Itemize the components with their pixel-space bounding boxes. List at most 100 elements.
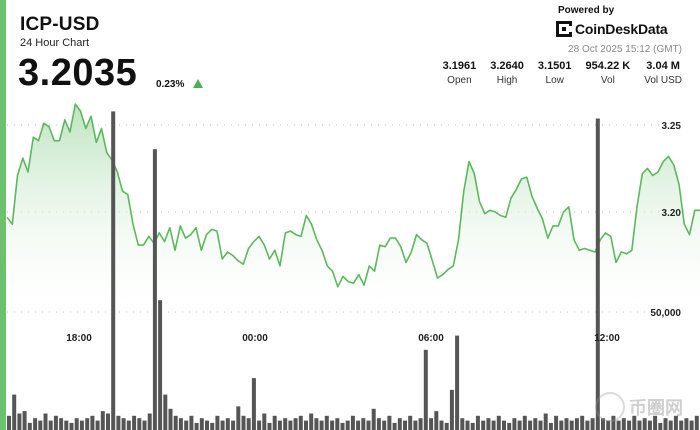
price-line [6,103,700,288]
volume-bar [225,418,230,430]
volume-bar [689,420,694,430]
volume-bar [100,411,105,430]
volume-bar [668,420,673,430]
volume-bar [632,415,637,430]
volume-bar [257,420,262,430]
brand-name: CoinDeskData [575,21,668,37]
volume-bar [590,418,595,430]
volume-bar [627,420,632,430]
accent-bar [0,0,6,430]
volume-bar [439,420,444,430]
volume-bar [580,415,585,430]
volume-bar [403,420,407,430]
volume-bar [69,422,74,430]
timestamp: 28 Oct 2025 15:12 (GMT) [568,44,682,55]
volume-bar [152,149,157,430]
volume-bar [434,411,439,430]
volume-bars-layer [7,111,699,430]
volume-bar [48,420,53,430]
stat-high: 3.2640 High [490,60,524,86]
volume-bar [132,415,137,430]
volume-bar [126,420,131,430]
volume-bar [653,415,658,430]
volume-bar [324,415,329,430]
volume-bar [314,418,319,430]
volume-bar [522,415,527,430]
volume-bar [335,418,340,430]
volume-bar [59,418,64,430]
volume-bar [460,418,465,430]
volume-bar [116,415,121,430]
volume-bar [277,420,282,430]
stat-vol: 954.22 K Vol [586,60,631,86]
volume-bar [189,415,194,430]
y-tick-label: 3.25 [662,121,682,132]
stat-label: High [496,75,518,86]
volume-bar [262,413,267,430]
volume-bar [53,415,58,430]
x-tick-label: 18:00 [66,333,92,344]
volume-bar [663,418,668,430]
x-tick-label: 00:00 [242,333,268,344]
stat-value: 3.2640 [490,60,524,72]
axis-labels-layer: 3.25 3.20 50,000 18:00 00:00 06:00 12:00 [66,121,681,344]
volume-bar [684,418,689,430]
stat-label: Vol USD [644,75,682,86]
volume-bar [647,420,652,430]
price-area-layer [6,103,700,312]
watermark: 币圈网 [595,392,683,422]
volume-bar [642,418,647,430]
volume-bar [543,413,548,430]
volume-tick-label: 50,000 [650,308,681,319]
price-change: 0.23% [156,79,185,90]
volume-bar [475,415,480,430]
stats-row: 3.1961 Open 3.2640 High 3.1501 Low 954.2… [443,60,682,86]
volume-bar [293,418,298,430]
volume-bar [27,422,32,430]
stat-value: 3.04 M [646,60,680,72]
watermark-text: 币圈网 [629,398,683,418]
volume-bar [574,418,579,430]
volume-bar [356,420,361,430]
volume-bar [17,413,22,430]
volume-bar [345,420,350,430]
brand-logo[interactable]: CoinDeskData [556,21,668,37]
volume-bar [199,418,204,430]
volume-bar [366,420,371,430]
x-tick-label: 12:00 [594,333,620,344]
volume-bar [7,415,11,430]
volume-bar [449,389,454,430]
volume-bar [231,420,236,430]
volume-bar [621,418,626,430]
volume-bar [413,420,418,430]
volume-bar [658,422,663,430]
volume-bar [106,413,110,430]
volume-bar [288,420,293,430]
volume-bar [38,420,43,430]
volume-bar [74,418,79,430]
volume-bar [559,420,564,430]
chart-subtitle: 24 Hour Chart [20,37,90,49]
volume-bar [418,418,423,430]
volume-bar [298,415,303,430]
volume-bar [163,394,168,430]
volume-bar [507,422,512,430]
volume-bar [548,422,553,430]
volume-bar [205,420,209,430]
coindesk-icon [556,21,572,37]
volume-bar [246,418,251,430]
volume-bar [283,418,288,430]
volume-bar [309,413,314,430]
stat-vol-usd: 3.04 M Vol USD [644,60,682,86]
volume-bar [173,415,178,430]
volume-bar [168,408,173,430]
volume-bar [496,415,501,430]
x-tick-label: 06:00 [418,333,444,344]
volume-bar [517,420,522,430]
volume-bar [465,420,470,430]
volume-bar [554,415,559,430]
volume-bar [470,422,475,430]
volume-bar [33,418,38,430]
stat-label: Low [545,75,564,86]
